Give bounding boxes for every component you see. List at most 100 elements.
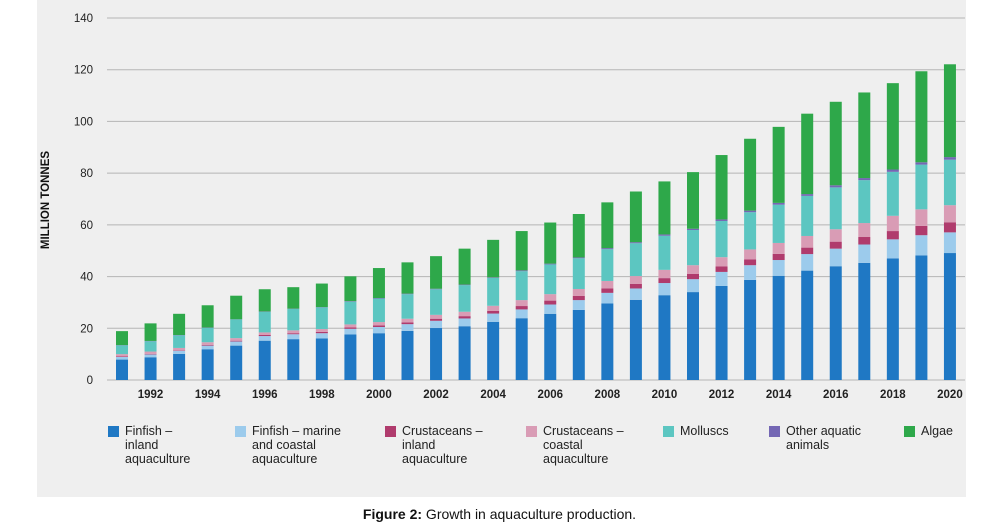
bar-segment	[487, 277, 500, 278]
bar-segment	[173, 353, 186, 380]
bar-segment	[372, 322, 385, 326]
bar-segment	[772, 260, 785, 276]
bar-segment	[829, 187, 842, 230]
bar-segment	[430, 256, 443, 289]
bar-segment	[287, 308, 300, 331]
bar-segment	[658, 181, 671, 235]
bar-segment	[772, 202, 785, 205]
bar-segment	[173, 313, 186, 336]
x-tick-label: 2002	[423, 389, 449, 401]
bar-segment	[601, 248, 614, 250]
bar-segment	[715, 220, 728, 258]
bar-segment	[487, 277, 500, 306]
bar-segment	[687, 273, 699, 280]
x-tick-label: 2012	[709, 389, 735, 401]
bar-segment	[715, 266, 728, 272]
bar-segment	[458, 318, 471, 327]
bar-segment	[915, 164, 928, 210]
bar-segment	[915, 209, 928, 226]
bar-segment	[487, 310, 500, 314]
bar-segment	[372, 298, 385, 323]
bar-segment	[315, 338, 328, 380]
bar-segment	[829, 266, 842, 380]
bar-segment	[430, 318, 443, 321]
bar-segment	[772, 126, 785, 203]
bar-segment	[572, 309, 585, 380]
bar-segment	[715, 285, 728, 380]
bar-segment	[344, 324, 357, 328]
x-tick-label: 2020	[937, 389, 963, 401]
bar-segment	[515, 300, 528, 307]
bar-segment	[430, 289, 443, 315]
bar-segment	[116, 356, 128, 360]
bar-segment	[230, 295, 243, 320]
bar-segment	[144, 323, 157, 341]
bar-segment	[629, 299, 642, 380]
bar-segment	[687, 228, 699, 231]
bar-segment	[401, 322, 414, 325]
bar-segment	[315, 333, 328, 339]
bar-segment	[715, 219, 728, 221]
bar-segment	[230, 341, 243, 346]
bar-segment	[458, 316, 471, 319]
bar-segment	[287, 330, 300, 334]
legend-label: Finfish – marine and coastal aquaculture	[252, 424, 341, 466]
caption-text: Growth in aquaculture production.	[422, 506, 637, 522]
bar-segment	[544, 264, 557, 295]
x-tick-label: 1994	[195, 389, 221, 401]
legend-swatch	[769, 426, 780, 437]
stacked-bar-chart: 0 20 40 60 80 100 120 140 MILLION TONNES 1992 1994…	[40, 13, 965, 401]
bar-segment	[572, 258, 585, 289]
y-tick-label: 40	[80, 272, 93, 284]
bar-segment	[201, 344, 214, 346]
bar-segment	[572, 300, 585, 310]
bar-segment	[829, 101, 842, 186]
bar-segment	[801, 235, 814, 248]
bar-segment	[687, 292, 699, 380]
bar-segment	[401, 262, 414, 294]
x-tick-label: 1992	[138, 389, 164, 401]
bar-segment	[144, 357, 157, 380]
bar-segment	[829, 241, 842, 249]
y-tick-label: 100	[74, 116, 93, 128]
bar-segment	[515, 318, 528, 380]
legend-swatch	[235, 426, 246, 437]
legend-item: Crustaceans – inland aquaculture	[385, 424, 483, 466]
bar-segment	[744, 249, 757, 260]
legend-item: Algae	[904, 424, 953, 438]
bar-segment	[258, 289, 271, 312]
x-tick-label: 2018	[880, 389, 906, 401]
bar-segment	[372, 325, 385, 327]
bar-segment	[715, 155, 728, 220]
bar-segment	[201, 327, 214, 343]
bar-segment	[572, 213, 585, 258]
bar-segment	[544, 313, 557, 380]
figure-caption: Figure 2: Growth in aquaculture producti…	[0, 506, 999, 522]
bar-segment	[430, 328, 443, 380]
bar-segment	[658, 283, 671, 296]
x-tick-label: 2004	[480, 389, 506, 401]
bar-segment	[544, 222, 557, 264]
bar-segment	[487, 239, 500, 278]
bar-segment	[601, 292, 614, 304]
bar-segment	[116, 356, 128, 357]
bar-segment	[515, 309, 528, 319]
legend-item: Other aquatic animals	[769, 424, 861, 452]
bar-segment	[572, 295, 585, 301]
bar-segment	[344, 334, 357, 380]
legend-swatch	[385, 426, 396, 437]
bar-segment	[801, 195, 814, 236]
bar-segment	[344, 328, 357, 335]
bar-segment	[687, 279, 699, 293]
legend-swatch	[904, 426, 915, 437]
x-tick-label: 2006	[537, 389, 563, 401]
legend-swatch	[108, 426, 119, 437]
bar-segment	[544, 300, 557, 305]
legend-label: Molluscs	[680, 424, 729, 438]
x-tick-label: 2014	[766, 389, 792, 401]
bar-segment	[430, 314, 443, 319]
bar-segment	[344, 327, 357, 329]
bar-segment	[915, 235, 928, 256]
bar-segment	[315, 283, 328, 308]
bar-segment	[116, 331, 128, 346]
